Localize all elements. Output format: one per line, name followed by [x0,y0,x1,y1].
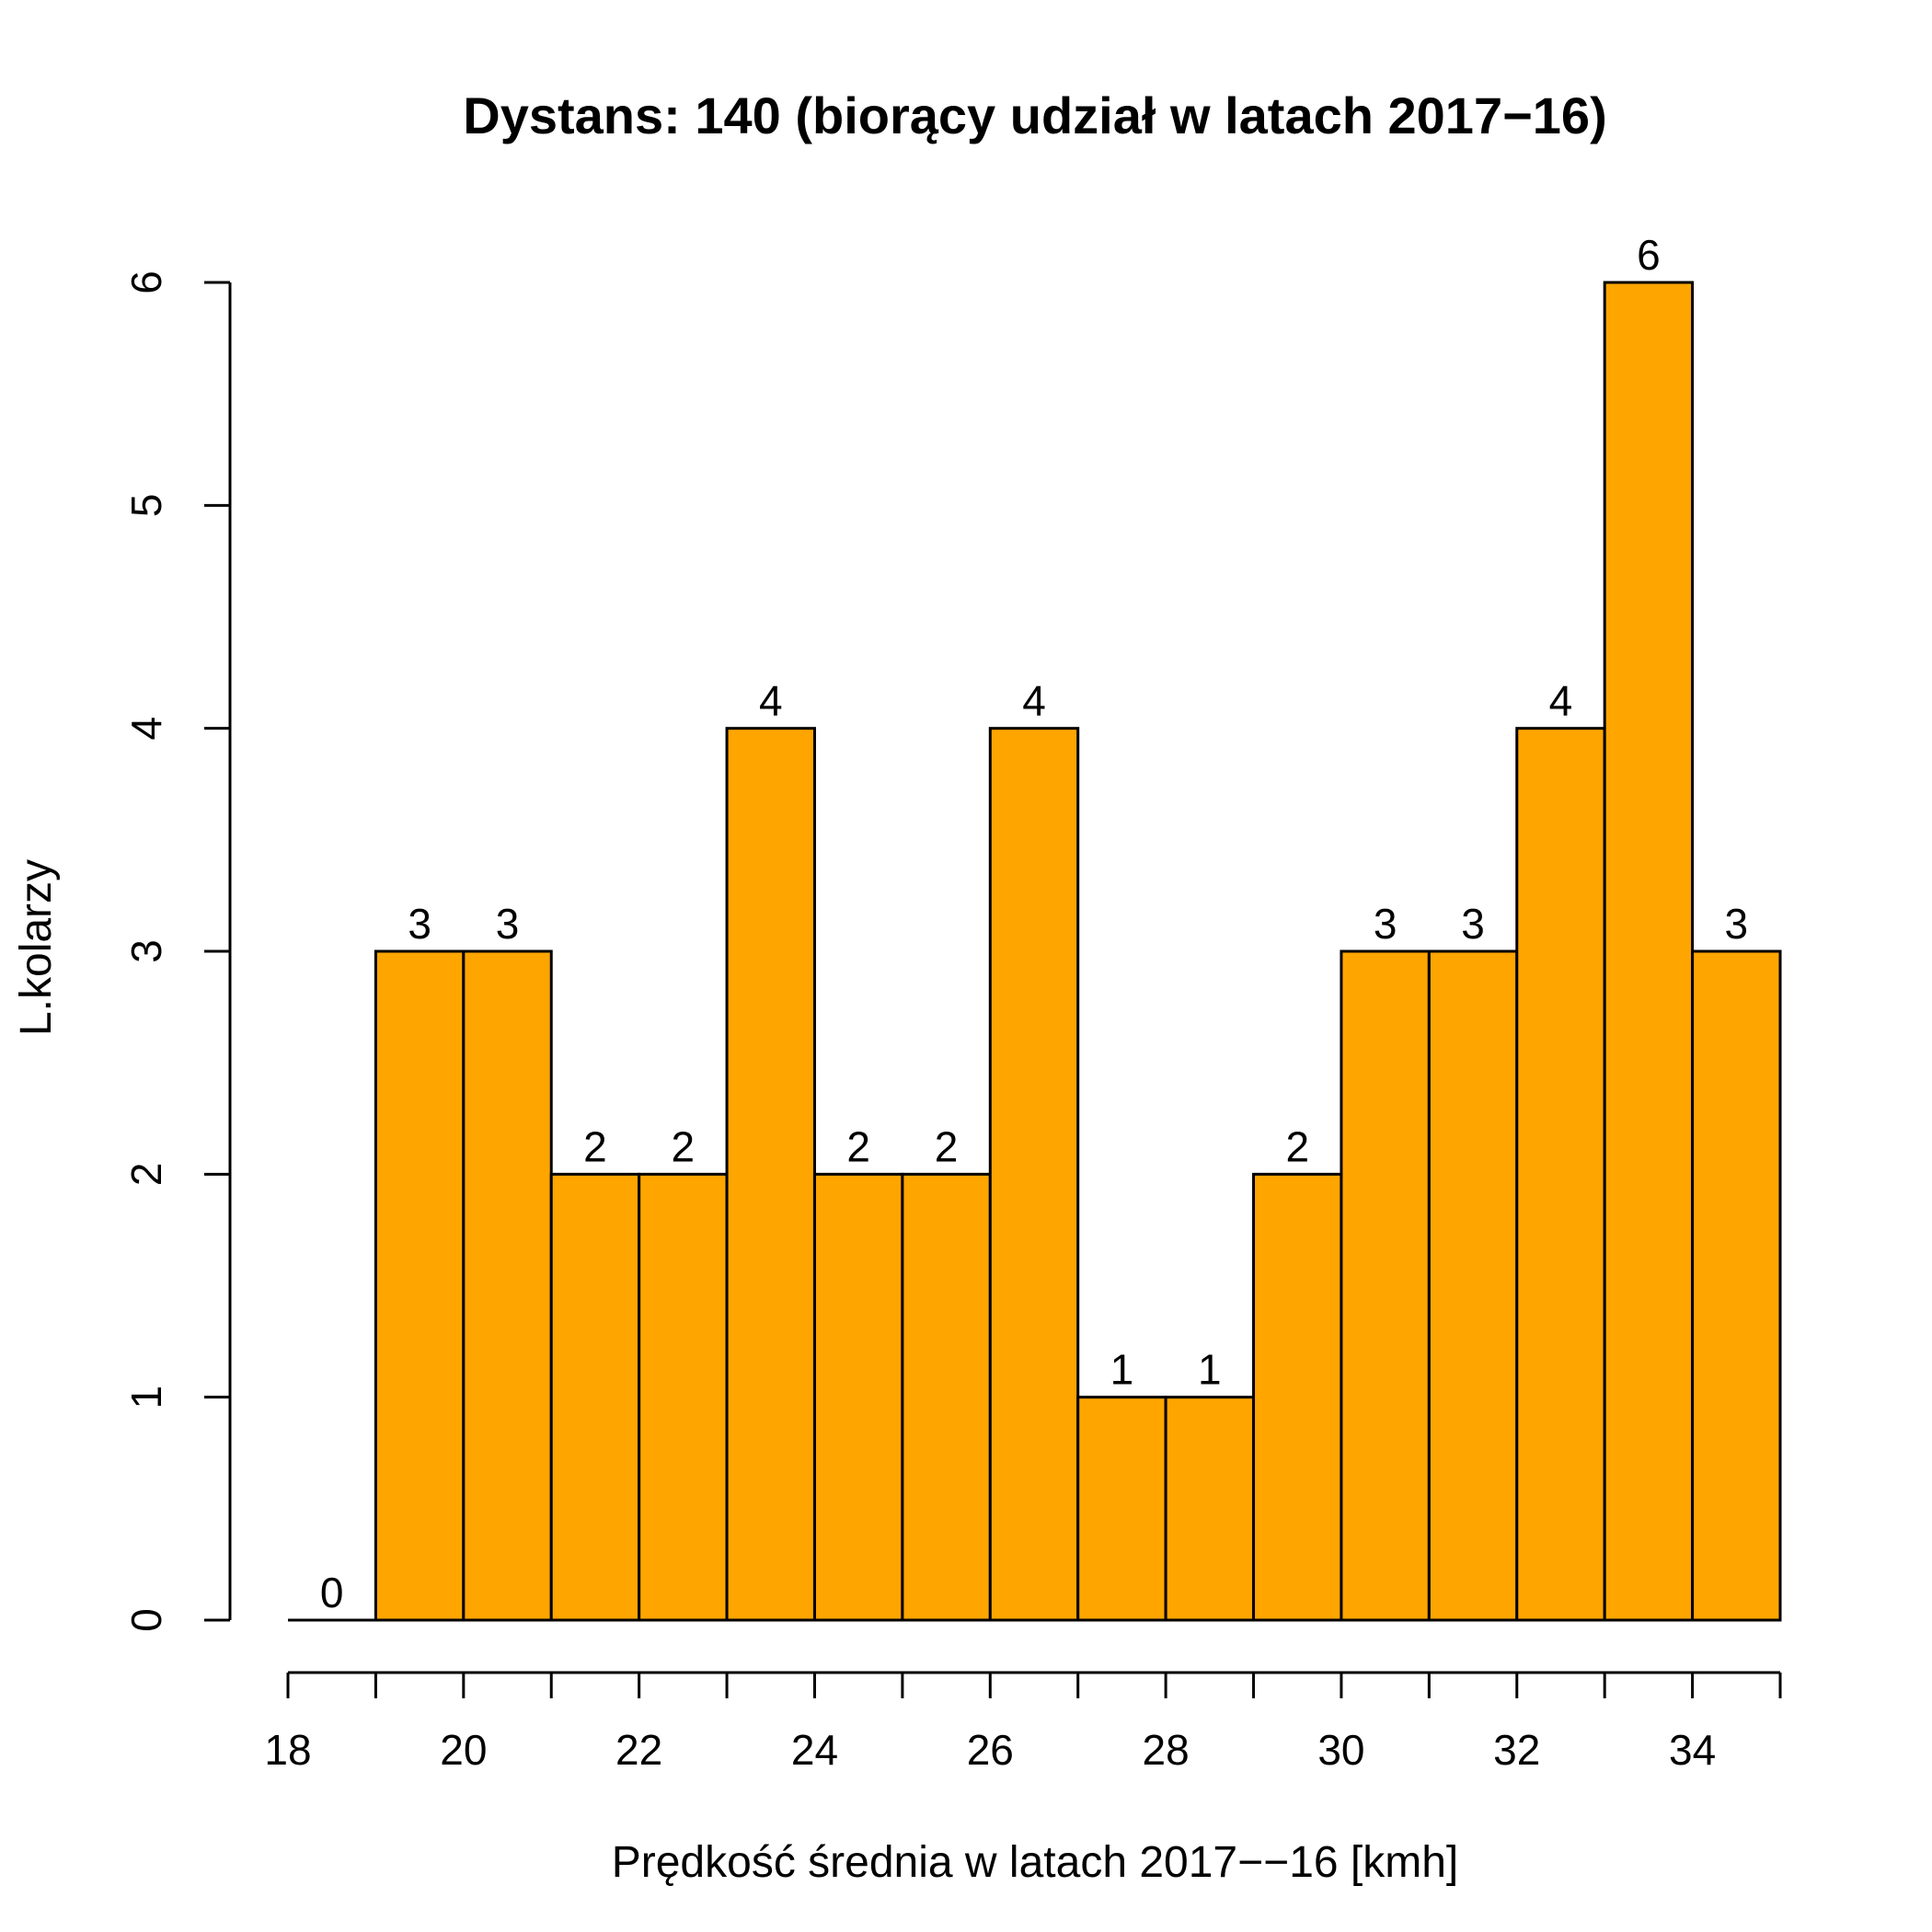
y-tick-label: 5 [122,494,170,518]
bar-value-label: 3 [496,900,520,948]
bars-group [288,281,1782,1622]
histogram-bar [1691,949,1782,1622]
y-axis-label: L.kolarzy [12,859,61,1036]
bar-value-label: 2 [1285,1122,1309,1170]
histogram-bar [988,727,1080,1622]
bar-value-label: 2 [935,1122,959,1170]
bar-value-label: 3 [1461,900,1485,948]
x-axis: 18 20 22 24 26 28 30 32 34 [264,1671,1782,1774]
histogram-bar [1427,949,1519,1622]
histogram-bar [1340,949,1431,1622]
bar-value-label: 6 [1637,231,1661,279]
y-axis: 0 1 2 3 4 5 6 [122,270,232,1632]
x-tick-label: 18 [264,1726,311,1774]
histogram-bar [1076,1396,1167,1622]
x-tick-label: 32 [1493,1726,1540,1774]
histogram-bar [549,1172,641,1622]
bar-value-label: 2 [583,1122,607,1170]
histogram-bar [1515,727,1606,1622]
bar-value-label: 4 [759,677,783,725]
histogram-bar [638,1172,729,1622]
bar-value-label: 1 [1110,1346,1134,1394]
bar-value-label: 2 [846,1122,870,1170]
histogram-bar [901,1172,992,1622]
bar-value-label: 0 [320,1569,344,1616]
histogram-bar [725,727,816,1622]
x-tick-label: 20 [440,1726,487,1774]
histogram-bar [1252,1172,1343,1622]
x-tick-label: 22 [615,1726,662,1774]
histogram-bar [1164,1396,1256,1622]
y-tick-label: 2 [122,1163,170,1187]
y-tick-label: 1 [122,1386,170,1409]
x-tick-label: 24 [791,1726,838,1774]
x-tick-label: 30 [1317,1726,1364,1774]
bar-value-label: 4 [1022,677,1046,725]
bar-value-label: 3 [1724,900,1748,948]
x-axis-label: Prędkość średnia w latach 2017−−16 [kmh] [612,1838,1459,1887]
y-tick-label: 3 [122,939,170,963]
bar-value-label: 3 [1374,900,1397,948]
histogram-bar [1603,281,1695,1622]
y-tick-label: 6 [122,270,170,294]
x-tick-label: 28 [1143,1726,1190,1774]
y-tick-label: 4 [122,717,170,741]
x-tick-label: 34 [1669,1726,1716,1774]
histogram-bar [374,949,466,1622]
histogram-bar [812,1172,904,1622]
x-tick-label: 26 [967,1726,1014,1774]
bar-labels-group: 0 3 3 2 2 4 2 2 4 1 1 2 3 3 4 6 3 [320,231,1748,1616]
chart-title: Dystans: 140 (biorący udział w latach 20… [463,86,1606,144]
bar-value-label: 3 [408,900,431,948]
bar-value-label: 4 [1549,677,1573,725]
bar-value-label: 2 [672,1122,696,1170]
y-tick-label: 0 [122,1608,170,1632]
bar-value-label: 1 [1198,1346,1222,1394]
histogram-bar [462,949,553,1622]
